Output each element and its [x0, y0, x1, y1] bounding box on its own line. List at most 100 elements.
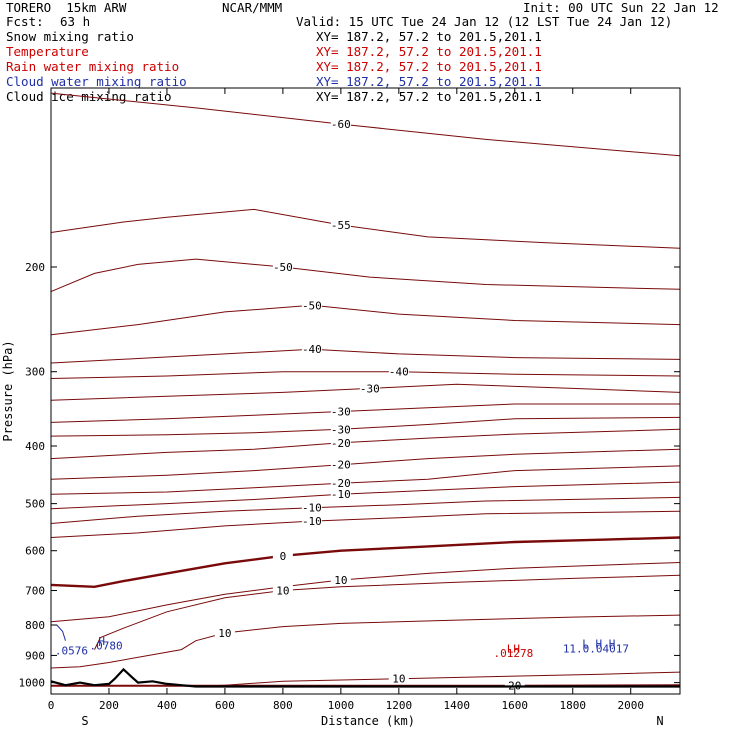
contour-label-bg: [330, 219, 351, 232]
x-tick-label: 400: [157, 699, 177, 712]
extrema-label-0: H: [98, 635, 105, 648]
legend-label-snow: Snow mixing ratio: [6, 29, 134, 44]
x-end-left-label: S: [81, 714, 88, 728]
contour-label-bg: [388, 365, 409, 378]
y-tick-label: 200: [25, 261, 45, 274]
temperature-contour-label: 10: [334, 574, 347, 587]
cloud-water-contour-0: [56, 624, 66, 641]
temperature-contour-label: -20: [331, 477, 351, 490]
legend-xy-cloud-ice: XY= 187.2, 57.2 to 201.5,201.1: [316, 89, 542, 104]
temperature-contour-label: -10: [302, 502, 322, 515]
x-tick-label: 2000: [617, 699, 644, 712]
temperature-contour-label: -30: [331, 406, 351, 419]
y-tick-label: 1000: [19, 677, 46, 690]
temperature-contour-5: [50, 371, 681, 379]
x-end-right-label: N: [656, 714, 663, 728]
contour-label-bg: [272, 549, 293, 562]
extrema-label-3: .01278: [493, 647, 533, 660]
x-tick-label: 1600: [502, 699, 529, 712]
temperature-contour-0: [50, 92, 681, 157]
temperature-contour-label: -40: [389, 366, 409, 379]
temperature-contour-19: [195, 671, 681, 687]
temperature-contour-label: 10: [218, 627, 231, 640]
temperature-contour-7: [50, 403, 680, 423]
x-tick-label: 200: [99, 699, 119, 712]
contour-label-bg: [272, 584, 293, 597]
extrema-label-5: 11.0.04017: [563, 643, 629, 656]
contour-label-bg: [301, 515, 322, 528]
extrema-label-1: .0780: [90, 640, 123, 653]
temperature-contour-2: [50, 258, 681, 293]
legend-xy-temperature: XY= 187.2, 57.2 to 201.5,201.1: [316, 44, 542, 59]
init-time: Init: 00 UTC Sun 22 Jan 12: [523, 0, 719, 15]
contour-label-bg: [330, 118, 351, 131]
forecast-value: 63 h: [60, 14, 91, 29]
terrain-line: [50, 667, 680, 688]
temperature-contour-9: [50, 428, 681, 460]
contour-label-bg: [330, 458, 351, 471]
y-axis-title: Pressure (hPa): [1, 340, 15, 441]
y-tick-label: 300: [25, 366, 45, 379]
legend-xy-rain: XY= 187.2, 57.2 to 201.5,201.1: [316, 59, 542, 74]
temperature-contour-13: [50, 496, 681, 524]
x-tick-label: 800: [273, 699, 293, 712]
extrema-label-2: LH: [507, 643, 520, 656]
y-tick-label: 600: [25, 545, 45, 558]
terrain-outline: [50, 667, 680, 688]
temperature-contour-1: [50, 208, 681, 249]
temperature-contours: -60-55-50-50-40-40-30-30-30-20-20-20-10-…: [50, 92, 681, 693]
temperature-contour-label: -20: [331, 459, 351, 472]
contour-label-bg: [272, 261, 293, 274]
x-tick-label: 600: [215, 699, 235, 712]
temperature-contour-label: -10: [331, 488, 351, 501]
model-name: TORERO 15km ARW: [6, 0, 127, 15]
y-tick-label: 400: [25, 440, 45, 453]
y-tick-label: 700: [25, 585, 45, 598]
contour-label-bg: [301, 343, 322, 356]
contour-label-bg: [214, 626, 235, 639]
temperature-contour-label: 0: [280, 550, 287, 563]
contour-label-bg: [330, 423, 351, 436]
y-tick-label: 900: [25, 649, 45, 662]
contour-label-bg: [330, 436, 351, 449]
contour-label-bg: [330, 477, 351, 490]
x-tick-label: 1800: [560, 699, 587, 712]
legend-xy-cloud-water: XY= 187.2, 57.2 to 201.5,201.1: [316, 74, 542, 89]
x-tick-label: 1000: [328, 699, 355, 712]
x-tick-label: 1400: [444, 699, 471, 712]
y-tick-label: 500: [25, 498, 45, 511]
legend-label-rain: Rain water mixing ratio: [6, 59, 180, 74]
contour-label-bg: [301, 501, 322, 514]
temperature-contour-4: [50, 348, 681, 364]
axes: 0 200 400 600 800 1000 1200 1400 1600 1800 2000200…: [19, 88, 680, 712]
y-tick-label: 800: [25, 619, 45, 632]
temperature-contour-12: [50, 481, 681, 510]
temperature-contour-label: -50: [302, 299, 322, 312]
temperature-contour-label: -30: [331, 423, 351, 436]
x-tick-label: 0: [48, 699, 55, 712]
temperature-contour-label: -55: [331, 219, 351, 232]
temperature-contour-16: [50, 562, 681, 623]
temperature-contour-11: [50, 465, 681, 495]
temperature-contour-8: [50, 416, 681, 437]
temperature-contour-14: [50, 510, 681, 538]
plot-frame: [50, 87, 681, 695]
forecast-label: Fcst:: [6, 14, 44, 29]
contour-label-bg: [359, 382, 380, 395]
temperature-contour-15: [50, 536, 681, 589]
contour-label-bg: [388, 672, 409, 685]
legend-xy-snow: XY= 187.2, 57.2 to 201.5,201.1: [316, 29, 542, 44]
valid-time: Valid: 15 UTC Tue 24 Jan 12 (12 LST Tue …: [296, 14, 673, 29]
extrema-label-4: L H H: [582, 637, 615, 650]
temperature-contour-17: [94, 574, 681, 650]
temperature-contour-label: 10: [392, 673, 405, 686]
cloud-water-contours: .0576: [55, 624, 88, 658]
temperature-contour-label: -20: [331, 437, 351, 450]
x-axis-title: Distance (km): [321, 714, 415, 728]
temperature-contour-label: -30: [360, 382, 380, 395]
contour-label-bg: [301, 299, 322, 312]
center-name: NCAR/MMM: [222, 0, 283, 15]
cloud-water-label: .0576: [55, 645, 88, 658]
legend-label-cloud-water: Cloud water mixing ratio: [6, 74, 187, 89]
